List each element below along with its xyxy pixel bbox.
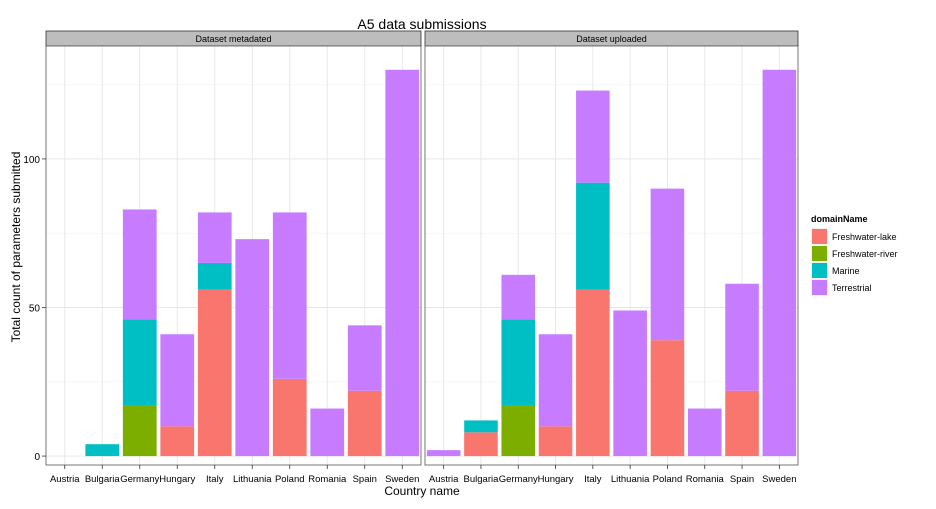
bar-freshwater-lake-hungary <box>538 426 573 457</box>
legend-title: domainName <box>811 214 868 224</box>
y-tick-label: 100 <box>23 155 40 166</box>
legend-swatch-freshwater-lake <box>812 229 827 244</box>
bar-freshwater-lake-poland <box>272 378 307 457</box>
legend-swatch-marine <box>812 263 827 278</box>
legend-label: Freshwater-river <box>832 249 898 259</box>
bar-terrestrial-romania <box>310 408 345 457</box>
x-tick-label: Italy <box>584 474 602 485</box>
x-axis-label: Country name <box>384 484 460 498</box>
bar-freshwater-lake-bulgaria <box>464 432 498 457</box>
x-tick-label: Austria <box>429 474 459 485</box>
bar-freshwater-river-germany <box>122 405 157 457</box>
bar-terrestrial-hungary <box>538 334 573 427</box>
chart-title: A5 data submissions <box>357 16 486 32</box>
y-tick-label: 0 <box>34 452 40 463</box>
bar-terrestrial-poland <box>650 188 685 341</box>
x-tick-label: Bulgaria <box>464 474 500 485</box>
bar-freshwater-lake-spain <box>347 390 382 457</box>
bar-marine-italy <box>197 262 232 290</box>
bar-terrestrial-hungary <box>160 334 195 427</box>
legend-label: Terrestrial <box>832 283 872 293</box>
facet-strip-label: Dataset metadated <box>195 34 271 44</box>
y-tick-label: 50 <box>29 304 41 315</box>
bar-terrestrial-austria <box>426 450 461 457</box>
legend: domainName Freshwater-lake Freshwater-rive… <box>811 214 898 296</box>
x-tick-label: Germany <box>120 474 159 485</box>
bar-marine-germany <box>501 319 536 406</box>
bar-terrestrial-germany <box>122 209 157 320</box>
bar-freshwater-lake-italy <box>197 289 232 457</box>
bar-marine-bulgaria <box>85 444 120 457</box>
panel-1: Dataset metadated Austria Bulgaria Germany H… <box>45 30 422 485</box>
x-tick-label: Germany <box>499 474 538 485</box>
bar-terrestrial-italy <box>197 212 232 263</box>
bar-freshwater-lake-hungary <box>160 426 195 457</box>
x-tick-label: Lithuania <box>611 474 650 485</box>
legend-label: Marine <box>832 266 860 276</box>
x-tick-label: Hungary <box>538 474 574 485</box>
bar-terrestrial-spain <box>347 325 382 391</box>
bar-terrestrial-sweden <box>385 69 420 457</box>
x-tick-label: Romania <box>308 474 347 485</box>
bar-terrestrial-italy <box>576 90 610 183</box>
x-tick-label: Poland <box>275 474 305 485</box>
bar-terrestrial-poland <box>272 212 307 379</box>
x-tick-label: Spain <box>730 474 754 485</box>
bar-marine-germany <box>122 319 157 406</box>
bar-terrestrial-lithuania <box>235 239 270 457</box>
x-tick-label: Poland <box>653 474 683 485</box>
x-tick-label: Italy <box>206 474 224 485</box>
bar-marine-bulgaria <box>464 420 498 433</box>
bar-terrestrial-germany <box>501 274 536 320</box>
bar-freshwater-lake-italy <box>576 289 610 457</box>
legend-swatch-freshwater-river <box>812 246 827 261</box>
x-tick-label: Romania <box>686 474 725 485</box>
x-tick-label: Spain <box>353 474 377 485</box>
legend-label: Freshwater-lake <box>832 232 897 242</box>
x-tick-label: Sweden <box>385 474 419 485</box>
x-tick-label: Austria <box>50 474 80 485</box>
bar-freshwater-river-germany <box>501 405 536 457</box>
panel-border <box>424 45 799 466</box>
bar-terrestrial-sweden <box>762 69 797 457</box>
facet-strip-label: Dataset uploaded <box>576 34 647 44</box>
bar-marine-italy <box>576 182 610 290</box>
panel-border <box>45 45 422 466</box>
bar-freshwater-lake-spain <box>725 390 759 457</box>
y-axis-label: Total count of parameters submitted <box>9 152 23 343</box>
legend-swatch-terrestrial <box>812 280 827 295</box>
x-tick-label: Bulgaria <box>85 474 121 485</box>
bar-terrestrial-spain <box>725 283 759 391</box>
x-tick-label: Lithuania <box>233 474 272 485</box>
x-tick-label: Hungary <box>159 474 195 485</box>
bar-terrestrial-lithuania <box>613 310 647 457</box>
bar-freshwater-lake-poland <box>650 340 685 457</box>
bar-terrestrial-romania <box>687 408 722 457</box>
panel-2: Dataset uploaded Austria Bulgaria Germany Hu… <box>424 30 799 485</box>
x-tick-label: Sweden <box>762 474 796 485</box>
